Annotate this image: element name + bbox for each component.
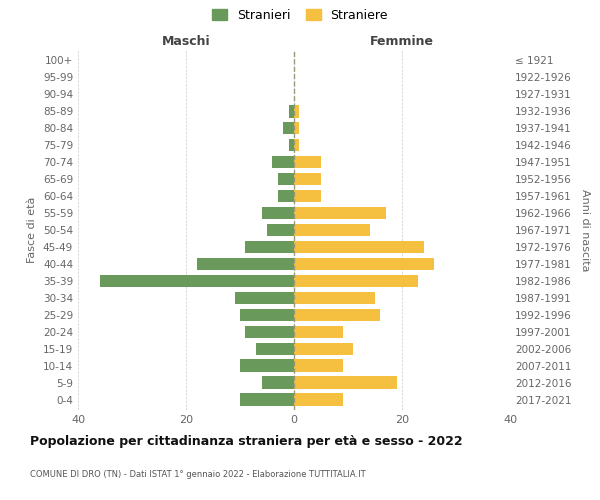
Bar [294, 105, 299, 118]
Bar [100, 274, 294, 287]
Bar [272, 156, 294, 168]
Bar [197, 258, 294, 270]
Bar [294, 376, 397, 389]
Bar [235, 292, 294, 304]
Bar [278, 190, 294, 202]
Y-axis label: Anni di nascita: Anni di nascita [580, 188, 590, 271]
Bar [294, 292, 375, 304]
Bar [294, 206, 386, 220]
Text: Maschi: Maschi [161, 36, 211, 49]
Bar [245, 240, 294, 254]
Bar [294, 258, 434, 270]
Bar [294, 326, 343, 338]
Y-axis label: Fasce di età: Fasce di età [28, 197, 37, 263]
Bar [294, 224, 370, 236]
Bar [294, 342, 353, 355]
Text: Popolazione per cittadinanza straniera per età e sesso - 2022: Popolazione per cittadinanza straniera p… [30, 435, 463, 448]
Bar [294, 240, 424, 254]
Text: COMUNE DI DRO (TN) - Dati ISTAT 1° gennaio 2022 - Elaborazione TUTTITALIA.IT: COMUNE DI DRO (TN) - Dati ISTAT 1° genna… [30, 470, 365, 479]
Bar [240, 394, 294, 406]
Bar [294, 190, 321, 202]
Bar [289, 105, 294, 118]
Text: Femmine: Femmine [370, 36, 434, 49]
Bar [294, 122, 299, 134]
Bar [294, 172, 321, 186]
Bar [262, 206, 294, 220]
Bar [240, 360, 294, 372]
Bar [245, 326, 294, 338]
Bar [267, 224, 294, 236]
Bar [283, 122, 294, 134]
Bar [294, 360, 343, 372]
Bar [294, 394, 343, 406]
Legend: Stranieri, Straniere: Stranieri, Straniere [209, 6, 391, 24]
Bar [262, 376, 294, 389]
Bar [278, 172, 294, 186]
Bar [294, 308, 380, 322]
Bar [294, 138, 299, 151]
Bar [294, 156, 321, 168]
Bar [294, 274, 418, 287]
Bar [240, 308, 294, 322]
Bar [289, 138, 294, 151]
Bar [256, 342, 294, 355]
